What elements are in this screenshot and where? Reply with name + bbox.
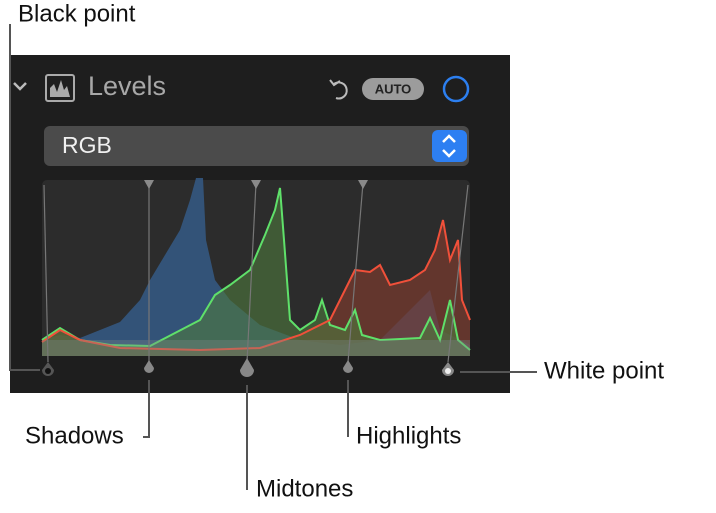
levels-icon — [45, 74, 75, 102]
channel-label: RGB — [62, 132, 112, 158]
undo-button[interactable] — [329, 79, 348, 100]
red-channel-line — [41, 219, 471, 352]
midtones-label: Midtones — [256, 475, 353, 502]
shadows-handle[interactable] — [144, 360, 154, 373]
shadows-leader — [143, 380, 150, 438]
green-channel-fill — [42, 188, 470, 356]
highlights-label: Highlights — [356, 422, 461, 449]
black-point-label: Black point — [18, 0, 136, 27]
dropdown-button[interactable] — [432, 130, 467, 162]
auto-button[interactable] — [362, 78, 424, 100]
top-markers — [144, 180, 368, 189]
midtones-handle[interactable] — [240, 358, 254, 377]
shadows-label: Shadows — [25, 422, 124, 449]
toggle-button[interactable] — [442, 75, 470, 103]
green-channel-line — [41, 187, 471, 351]
level-guides — [43, 182, 469, 363]
white-point-label: White point — [544, 357, 664, 384]
channel-dropdown[interactable] — [44, 126, 469, 166]
black-point-leader — [9, 24, 40, 371]
black-point-handle[interactable] — [42, 362, 54, 376]
red-channel-fill — [42, 220, 470, 356]
collapse-chevron[interactable] — [13, 82, 27, 91]
white-point-handle[interactable] — [442, 362, 454, 376]
panel-title: Levels — [88, 71, 166, 101]
highlights-handle[interactable] — [343, 360, 353, 373]
auto-label: AUTO — [375, 81, 412, 96]
